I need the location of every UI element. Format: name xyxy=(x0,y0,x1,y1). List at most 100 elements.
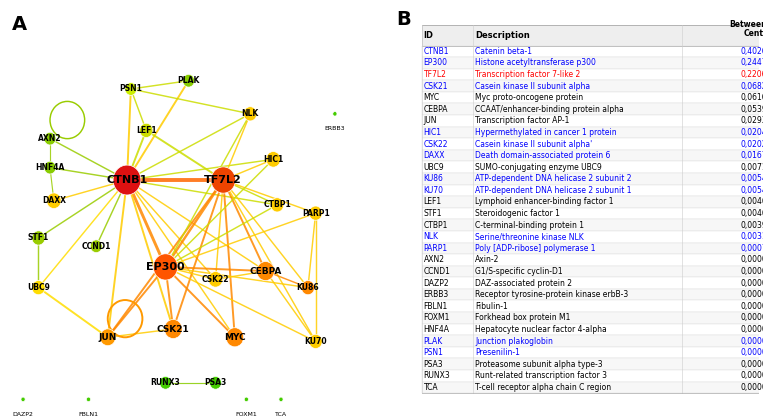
Text: 0,24471762: 0,24471762 xyxy=(741,59,763,67)
Bar xyxy=(422,57,763,69)
Text: RUNX3: RUNX3 xyxy=(423,371,450,380)
Text: Receptor tyrosine-protein kinase erbB-3: Receptor tyrosine-protein kinase erbB-3 xyxy=(475,290,628,299)
Circle shape xyxy=(21,397,25,402)
Bar xyxy=(422,161,763,173)
Text: FBLN1: FBLN1 xyxy=(423,302,448,311)
Text: AXN2: AXN2 xyxy=(423,255,445,265)
Text: 0,00545491: 0,00545491 xyxy=(741,174,763,183)
Text: ATP-dependent DNA helicase 2 subunit 1: ATP-dependent DNA helicase 2 subunit 1 xyxy=(475,186,632,195)
Text: Centrality: Centrality xyxy=(744,29,763,38)
Circle shape xyxy=(301,280,314,295)
Text: Poly [ADP-ribose] polymerase 1: Poly [ADP-ribose] polymerase 1 xyxy=(475,244,596,253)
Text: PSA3: PSA3 xyxy=(204,378,227,387)
Text: CTBP1: CTBP1 xyxy=(263,200,291,209)
Text: PARP1: PARP1 xyxy=(302,209,330,218)
Text: 0,00467995: 0,00467995 xyxy=(740,197,763,206)
Text: CSK22: CSK22 xyxy=(423,140,448,148)
Text: C-terminal-binding protein 1: C-terminal-binding protein 1 xyxy=(475,221,584,229)
Bar xyxy=(422,25,763,46)
Text: LEF1: LEF1 xyxy=(423,197,442,206)
Text: DAZP2: DAZP2 xyxy=(13,412,34,417)
Text: 0,00395531: 0,00395531 xyxy=(741,221,763,229)
Circle shape xyxy=(100,329,115,346)
Text: DAXX: DAXX xyxy=(423,151,445,160)
Text: Axin-2: Axin-2 xyxy=(475,255,500,265)
Text: Betweenness: Betweenness xyxy=(729,20,763,29)
Text: NLK: NLK xyxy=(423,232,439,241)
Text: ID: ID xyxy=(423,31,433,40)
Text: B: B xyxy=(396,10,411,29)
Text: Steroidogenic factor 1: Steroidogenic factor 1 xyxy=(475,209,560,218)
Text: 0,00000000: 0,00000000 xyxy=(740,325,763,334)
Text: 0,00545491: 0,00545491 xyxy=(741,186,763,195)
Text: PLAK: PLAK xyxy=(178,76,200,85)
Text: FBLN1: FBLN1 xyxy=(79,412,98,417)
Circle shape xyxy=(244,397,249,402)
Bar xyxy=(422,208,763,219)
Bar xyxy=(422,231,763,242)
Circle shape xyxy=(211,167,236,193)
Circle shape xyxy=(32,280,45,295)
Text: UBC9: UBC9 xyxy=(423,163,444,172)
Text: Casein kinase II subunit alpha: Casein kinase II subunit alpha xyxy=(475,82,590,91)
Bar xyxy=(422,127,763,138)
Text: 0,00712560: 0,00712560 xyxy=(741,163,763,172)
Circle shape xyxy=(210,377,221,389)
Text: KU86: KU86 xyxy=(423,174,443,183)
Text: Casein kinase II subunit alpha': Casein kinase II subunit alpha' xyxy=(475,140,592,148)
Text: 0,02933057: 0,02933057 xyxy=(741,116,763,125)
Text: Proteasome subunit alpha type-3: Proteasome subunit alpha type-3 xyxy=(475,359,603,369)
Text: Junction plakoglobin: Junction plakoglobin xyxy=(475,336,553,346)
Text: MYC: MYC xyxy=(224,333,246,342)
Bar xyxy=(422,80,763,92)
Text: SUMO-conjugating enzyme UBC9: SUMO-conjugating enzyme UBC9 xyxy=(475,163,602,172)
Circle shape xyxy=(113,165,141,195)
Text: 0,00072464: 0,00072464 xyxy=(741,244,763,253)
Text: 0,00000000: 0,00000000 xyxy=(740,267,763,276)
Circle shape xyxy=(153,254,178,280)
Bar xyxy=(422,115,763,127)
Text: DAZP2: DAZP2 xyxy=(423,278,449,288)
Text: A: A xyxy=(11,15,27,33)
Circle shape xyxy=(159,377,172,389)
Circle shape xyxy=(256,262,275,280)
Bar xyxy=(422,289,763,301)
Text: G1/S-specific cyclin-D1: G1/S-specific cyclin-D1 xyxy=(475,267,562,276)
Circle shape xyxy=(243,107,257,121)
Bar xyxy=(422,69,763,80)
Text: 0,02025247: 0,02025247 xyxy=(741,140,763,148)
Text: PSN1: PSN1 xyxy=(120,84,142,94)
Text: STF1: STF1 xyxy=(423,209,443,218)
Bar xyxy=(422,104,763,115)
Text: Presenilin-1: Presenilin-1 xyxy=(475,348,520,357)
Text: 0,00000000: 0,00000000 xyxy=(740,336,763,346)
Text: CTBP1: CTBP1 xyxy=(423,221,448,229)
Text: HIC1: HIC1 xyxy=(423,128,442,137)
Circle shape xyxy=(226,328,243,347)
Circle shape xyxy=(140,123,153,138)
Text: Hypermethylated in cancer 1 protein: Hypermethylated in cancer 1 protein xyxy=(475,128,617,137)
Circle shape xyxy=(309,206,322,220)
Text: CTNB1: CTNB1 xyxy=(423,47,449,56)
Bar xyxy=(422,347,763,358)
Circle shape xyxy=(279,397,283,402)
Text: PSN1: PSN1 xyxy=(423,348,443,357)
Text: DAZ-associated protein 2: DAZ-associated protein 2 xyxy=(475,278,572,288)
Text: 0,00000000: 0,00000000 xyxy=(740,255,763,265)
Text: DAXX: DAXX xyxy=(42,196,66,205)
Text: 0,00314010: 0,00314010 xyxy=(741,232,763,241)
Text: CSK21: CSK21 xyxy=(423,82,448,91)
Bar xyxy=(422,370,763,382)
Text: HNF4A: HNF4A xyxy=(423,325,449,334)
Text: NLK: NLK xyxy=(242,110,259,118)
Circle shape xyxy=(44,161,56,174)
Text: Lymphoid enhancer-binding factor 1: Lymphoid enhancer-binding factor 1 xyxy=(475,197,613,206)
Text: ERBB3: ERBB3 xyxy=(423,290,449,299)
Text: Catenin beta-1: Catenin beta-1 xyxy=(475,47,532,56)
Text: Histone acetyltransferase p300: Histone acetyltransferase p300 xyxy=(475,59,596,67)
Text: STF1: STF1 xyxy=(27,234,49,242)
Text: FOXM1: FOXM1 xyxy=(423,314,450,322)
Bar xyxy=(422,92,763,104)
Circle shape xyxy=(44,132,56,145)
Text: TCA: TCA xyxy=(423,383,438,392)
